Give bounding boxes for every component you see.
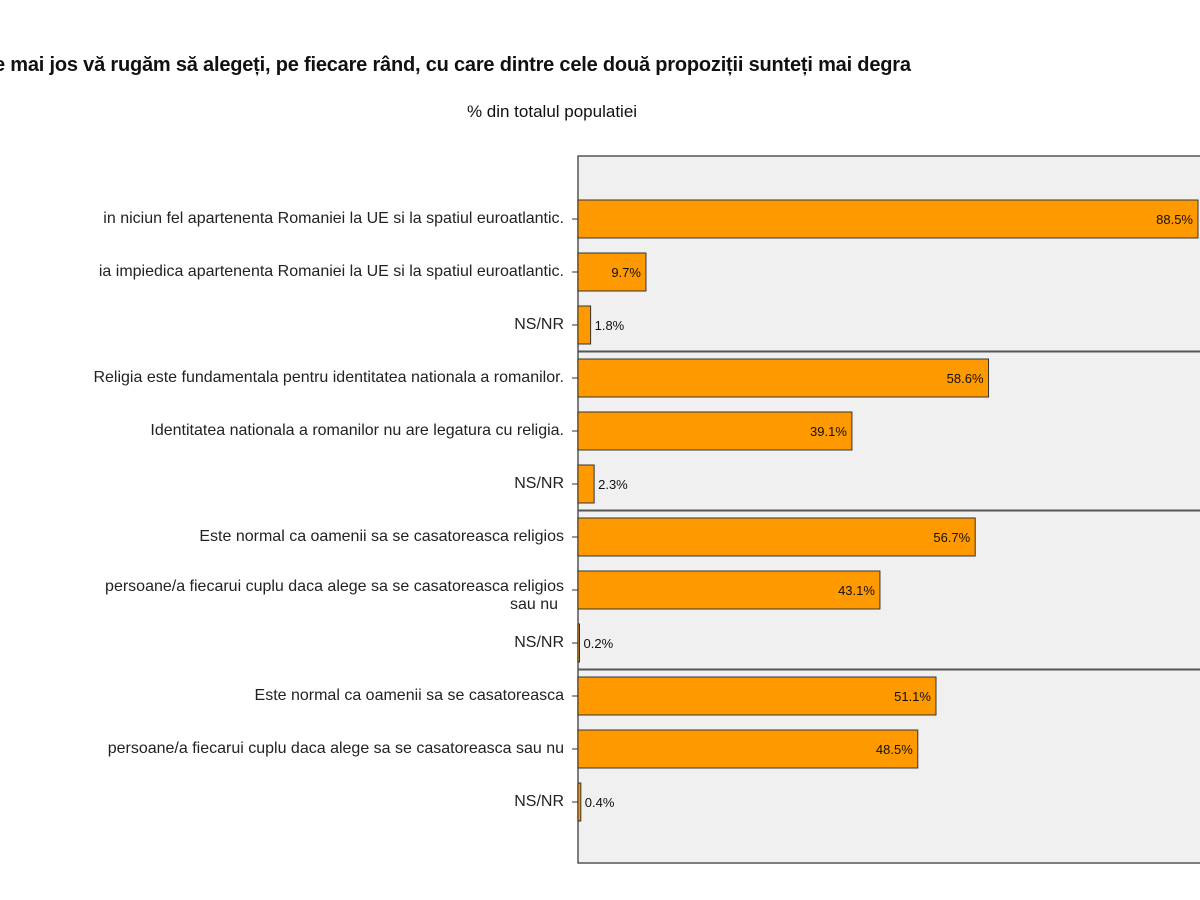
bar — [577, 782, 582, 822]
data-label: 2.3% — [598, 477, 628, 492]
chart-title: e mai jos vă rugăm să alegeți, pe fiecar… — [0, 54, 911, 76]
bar — [577, 729, 919, 769]
bar — [577, 676, 937, 716]
category-label: Este normal ca oamenii sa se casatoreasc… — [199, 528, 564, 546]
category-label-line: NS/NR — [514, 316, 564, 333]
data-label: 48.5% — [876, 742, 913, 757]
data-label: 9.7% — [611, 265, 641, 280]
category-label: Identitatea nationala a romanilor nu are… — [150, 422, 564, 440]
category-label-line: ia impiedica apartenenta Romaniei la UE … — [98, 263, 564, 280]
category-label-line: Religia este fundamentala pentru identit… — [93, 369, 564, 386]
category-label-line: NS/NR — [514, 793, 564, 810]
bar — [577, 570, 881, 610]
data-label: 51.1% — [894, 689, 931, 704]
category-label-line: sau nu — [509, 596, 558, 613]
category-label-line: NS/NR — [514, 634, 564, 651]
bar — [577, 199, 1199, 239]
category-label-line: Este normal ca oamenii sa se casatoreasc… — [199, 528, 564, 545]
data-label: 56.7% — [933, 530, 970, 545]
bar — [577, 623, 580, 663]
bar — [577, 464, 595, 504]
category-label-line: Identitatea nationala a romanilor nu are… — [150, 422, 564, 439]
bar — [577, 305, 592, 345]
category-label: persoane/a fiecarui cuplu daca alege sa … — [108, 740, 564, 758]
category-label: ia impiedica apartenenta Romaniei la UE … — [99, 263, 564, 281]
data-label: 1.8% — [595, 318, 625, 333]
category-label: NS/NR — [514, 475, 564, 493]
category-label-line: NS/NR — [514, 475, 564, 492]
bar — [577, 358, 990, 398]
category-label: NS/NR — [514, 634, 564, 652]
chart-subtitle: % din totalul populatiei — [466, 102, 638, 121]
category-label: persoane/a fiecarui cuplu daca alege sa … — [105, 578, 564, 614]
data-label: 58.6% — [947, 371, 984, 386]
category-label-line: in niciun fel apartenenta Romaniei la UE… — [103, 210, 564, 227]
category-label-line: persoane/a fiecarui cuplu daca alege sa … — [105, 578, 564, 595]
bar — [577, 252, 647, 292]
data-label: 39.1% — [810, 424, 847, 439]
category-label: NS/NR — [514, 793, 564, 811]
category-label: Religia este fundamentala pentru identit… — [93, 369, 564, 387]
data-label: 0.4% — [585, 795, 615, 810]
category-label-line: persoane/a fiecarui cuplu daca alege sa … — [107, 740, 564, 757]
bar — [577, 411, 853, 451]
category-label: NS/NR — [514, 316, 564, 334]
category-label: Este normal ca oamenii sa se casatoreasc… — [255, 687, 564, 705]
data-label: 0.2% — [584, 636, 614, 651]
category-label-line: Este normal ca oamenii sa se casatoreasc… — [254, 687, 564, 704]
data-label: 43.1% — [838, 583, 875, 598]
bar — [577, 517, 976, 557]
data-label: 88.5% — [1156, 212, 1193, 227]
category-label: in niciun fel apartenenta Romaniei la UE… — [103, 210, 564, 228]
